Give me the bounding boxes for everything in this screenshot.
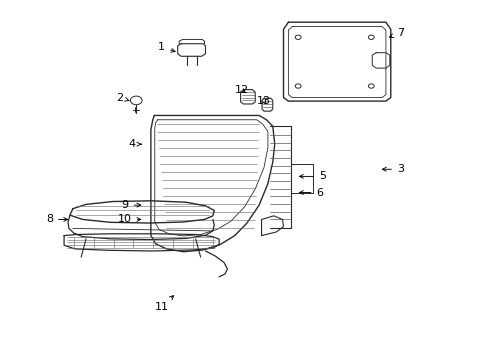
Text: 5: 5: [299, 171, 325, 181]
Text: 2: 2: [116, 93, 129, 103]
Text: 8: 8: [46, 215, 67, 224]
Text: 7: 7: [388, 28, 403, 38]
Text: 11: 11: [154, 296, 173, 312]
Text: 4: 4: [128, 139, 141, 149]
Text: 1: 1: [158, 42, 175, 52]
Text: 13: 13: [257, 96, 270, 106]
Text: 10: 10: [118, 215, 141, 224]
Text: 6: 6: [299, 188, 323, 198]
Text: 3: 3: [382, 164, 403, 174]
Text: 12: 12: [235, 85, 248, 95]
Text: 9: 9: [121, 200, 141, 210]
